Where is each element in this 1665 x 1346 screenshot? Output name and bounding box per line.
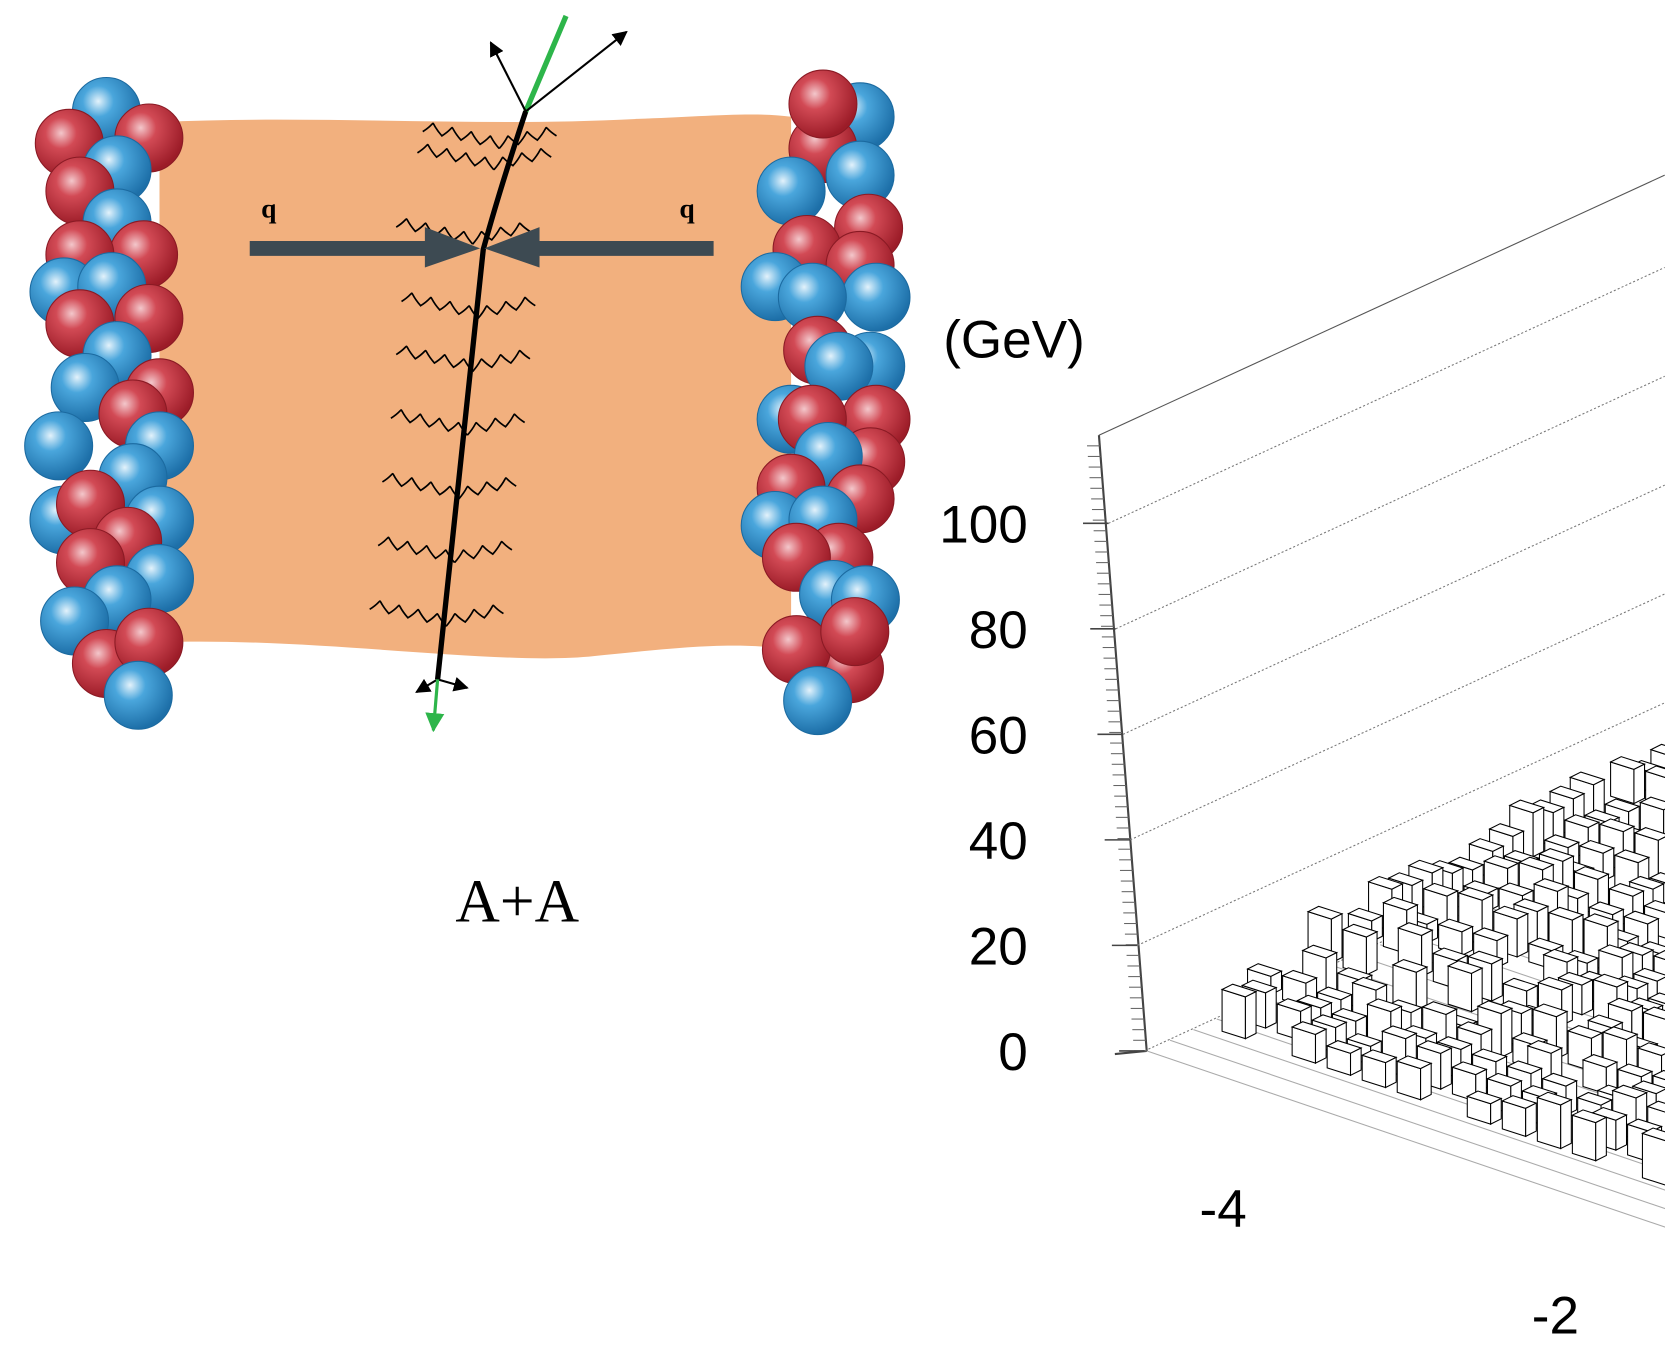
tower [1642,1133,1665,1185]
collision-label: A+A [455,867,579,935]
jet-green [433,679,437,730]
tower [1366,932,1377,975]
z-axis [1099,435,1147,1051]
tower [1526,1103,1537,1136]
neutron [25,412,93,480]
tower [1386,1057,1397,1087]
tower [1462,927,1473,956]
proton [821,598,889,666]
tower [1582,980,1593,1015]
tower [1315,1029,1326,1063]
neutron [757,157,825,225]
quark-label: q [261,193,277,224]
page: {"diagram": {"left_quark_label": "q", "r… [0,0,1665,1346]
jet-arrow [491,42,526,111]
tower [1245,992,1256,1039]
tower [1517,914,1528,957]
tower [1492,959,1503,1001]
tower [1537,1098,1560,1149]
tower [1222,990,1245,1039]
medium [160,114,792,658]
tower [1441,1048,1452,1089]
z-tick-label: 40 [969,812,1028,871]
grid-line [1116,376,1665,629]
z-tick-label: 0 [998,1023,1028,1082]
grid-line [1123,485,1665,734]
tower [1634,764,1645,803]
tower [1561,1100,1572,1149]
neutron [104,661,172,729]
tower [1266,988,1277,1029]
quark-label: q [679,193,695,224]
tower [1416,967,1427,1010]
grid-line [1108,267,1664,523]
jet-green [526,16,566,112]
grid-line [1099,175,1665,435]
tower [1351,1048,1362,1075]
jet-arrow [438,679,468,687]
jet-arrow [416,679,437,692]
x-tick-label: -2 [1532,1286,1579,1345]
proton [789,70,857,138]
tower [1533,808,1544,857]
neutron [842,263,910,331]
tower [1596,1117,1607,1160]
z-tick-label: 20 [969,917,1028,976]
x-tick-label: -4 [1200,1180,1247,1239]
figure: q q A+A 0 20 40 60 80 100 -4 -2 (GeV) [0,0,1665,1346]
axis-unit: (GeV) [943,311,1085,370]
z-tick-label: 100 [939,495,1028,554]
z-tick-label: 80 [969,601,1028,660]
tower [1421,1063,1432,1099]
z-tick-label: 60 [969,706,1028,765]
neutron [784,667,852,735]
tower [1501,1008,1512,1057]
tower [1616,1115,1627,1150]
